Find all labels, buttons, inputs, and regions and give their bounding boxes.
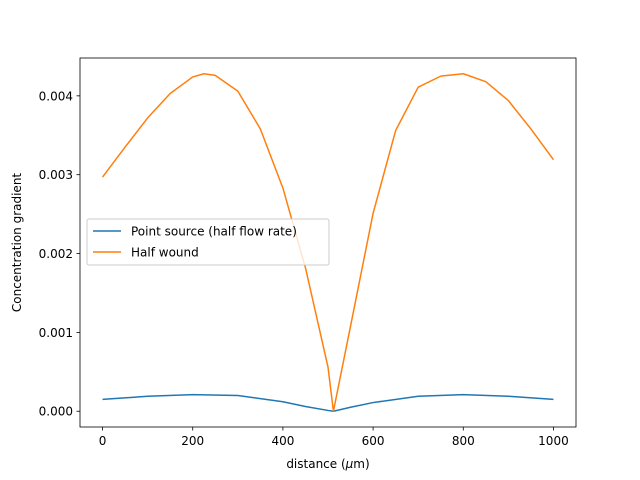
legend: Point source (half flow rate) Half wound xyxy=(86,218,330,266)
x-axis: 0 200 400 600 800 1000 xyxy=(99,427,569,448)
y-tick-label: 0.003 xyxy=(39,168,73,182)
y-tick-label: 0.001 xyxy=(39,326,73,340)
series-line-half-wound xyxy=(101,73,555,412)
x-tick-label: 400 xyxy=(271,434,294,448)
legend-label-half-wound: Half wound xyxy=(131,246,199,260)
x-tick-label: 600 xyxy=(362,434,385,448)
legend-box xyxy=(86,218,330,266)
x-tick-label: 1000 xyxy=(538,434,569,448)
y-axis: 0.000 0.001 0.002 0.003 0.004 xyxy=(39,89,80,419)
x-axis-label: distance (μm) xyxy=(286,457,369,471)
x-tick-label: 0 xyxy=(99,434,107,448)
x-tick-label: 800 xyxy=(452,434,475,448)
legend-label-point-source: Point source (half flow rate) xyxy=(131,225,297,239)
y-tick-label: 0.000 xyxy=(39,405,73,419)
y-tick-label: 0.002 xyxy=(39,247,73,261)
series-line-point-source xyxy=(102,393,554,412)
axes-frame xyxy=(79,57,577,428)
x-tick-label: 200 xyxy=(181,434,204,448)
plot-area xyxy=(101,73,555,412)
y-tick-label: 0.004 xyxy=(39,89,73,103)
y-axis-label: Concentration gradient xyxy=(10,173,24,313)
